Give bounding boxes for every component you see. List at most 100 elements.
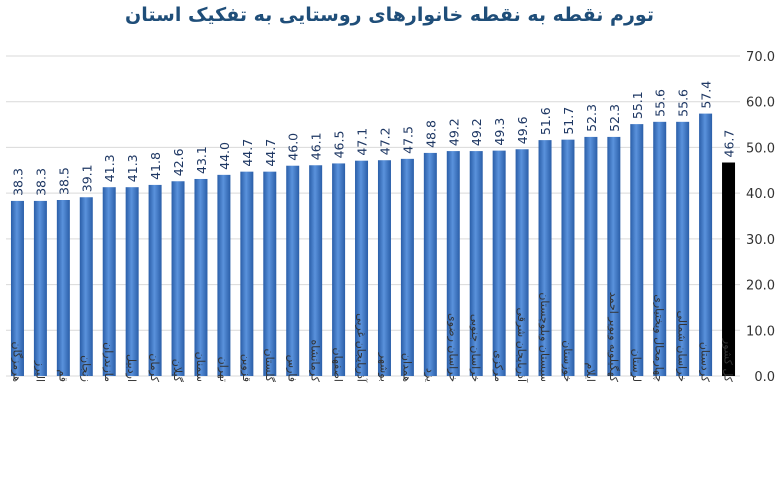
data-label: 47.1 [355,128,370,156]
y-axis: 0.0 10.0 20.0 30.0 40.0 50.0 60.0 70.0 [746,50,775,385]
y-tick-label: 60.0 [746,96,775,111]
category-labels: هرمزگان البرز قم زنجان مازندران اردبیل کرمان گی… [10,292,734,383]
data-label: 43.1 [194,146,209,174]
bar [630,124,644,376]
bar [263,171,277,376]
category-label: کل کشور [722,338,735,383]
y-tick-label: 10.0 [746,324,775,339]
data-label: 52.3 [607,104,622,132]
bar [676,121,690,376]
data-label: 39.1 [79,164,94,192]
bar [79,197,93,376]
data-label: 55.1 [630,91,645,119]
data-label: 46.5 [332,131,347,159]
bar [33,200,47,376]
category-label: اردبیل [125,354,138,382]
category-label: قم [56,369,69,382]
category-label: لرستان [630,349,643,382]
data-label: 41.3 [102,154,117,182]
data-label: 44.7 [240,139,255,167]
category-label: خوزستان [561,340,574,382]
data-labels: 38.3 38.3 38.5 39.1 41.3 41.3 41.8 42.6 43.1 44.0… [10,81,736,196]
bar [194,178,208,376]
category-label: البرز [33,360,46,382]
bar [10,200,24,376]
data-label: 51.7 [561,107,576,135]
data-label: 55.6 [676,89,691,117]
category-label: زنجان [79,355,92,382]
bars [10,113,736,376]
category-label: کرمانشاه [309,339,322,382]
category-label: کرمان [148,353,161,382]
category-label: سمنان [194,352,207,382]
category-label: آذربایجان غربی [355,313,369,383]
bar [584,136,598,376]
category-label: هرمزگان [10,342,23,383]
category-label: بوشهر [377,352,390,382]
category-label: یزد [423,368,436,382]
y-tick-label: 40.0 [746,187,775,202]
data-label: 49.3 [492,118,507,146]
category-label: کهگیلویه وبویر احمد [607,292,620,383]
data-label: 49.2 [446,118,461,146]
bar [423,152,437,376]
bar [561,139,575,376]
data-label: 55.6 [653,89,668,117]
data-label: 38.3 [33,168,48,196]
category-label: مرکزی [492,350,505,382]
bar [240,171,254,376]
bar [125,187,139,376]
data-label: 47.2 [377,127,392,155]
bar [515,149,529,376]
data-label: 49.6 [515,116,530,144]
bar [722,162,736,376]
chart-title: تورم نقطه به نقطه خانوارهای روستایی به ت… [125,4,654,26]
category-label: خراسان جنوبی [469,314,482,382]
bar [355,160,369,376]
bar [400,158,414,376]
category-label: کردستان [699,342,712,383]
data-label: 51.6 [538,107,553,135]
bar [148,184,162,376]
category-label: خراسان شمالی [676,310,689,382]
category-label: همدان [400,353,413,382]
category-label: سیستان وبلوچستان [538,292,551,382]
data-label: 52.3 [584,104,599,132]
data-label: 46.0 [286,133,301,161]
bar [309,165,323,376]
bar [492,150,506,376]
data-label: 44.0 [217,142,232,170]
bar [538,140,552,376]
bar [699,113,713,376]
y-tick-label: 0.0 [754,370,775,385]
category-label: قزوین [240,354,253,382]
category-label: چهارمحال وبختیاری [653,294,666,382]
bar [653,121,667,376]
category-label: گلستان [263,349,276,383]
y-tick-label: 70.0 [746,50,775,65]
bar [607,136,621,376]
bar [102,187,116,376]
data-label: 48.8 [423,120,438,148]
data-label: 42.6 [171,148,186,176]
data-label: 49.2 [469,118,484,146]
data-label: 44.7 [263,139,278,167]
category-label: ایلام [584,363,597,383]
category-label: خراسان رضوی [446,313,459,382]
data-label: 46.1 [309,132,324,160]
bar [332,163,346,376]
bar [377,160,391,376]
y-tick-label: 30.0 [746,233,775,248]
category-label: فارس [286,355,299,382]
bar [469,151,483,376]
data-label: 57.4 [699,81,714,109]
data-label: 38.3 [10,168,25,196]
data-label: 38.5 [56,167,71,195]
bar [446,151,460,376]
data-label: 41.8 [148,152,163,180]
category-label: اصفهان [332,348,345,382]
category-label: تهران [217,357,230,382]
bar [56,200,70,376]
